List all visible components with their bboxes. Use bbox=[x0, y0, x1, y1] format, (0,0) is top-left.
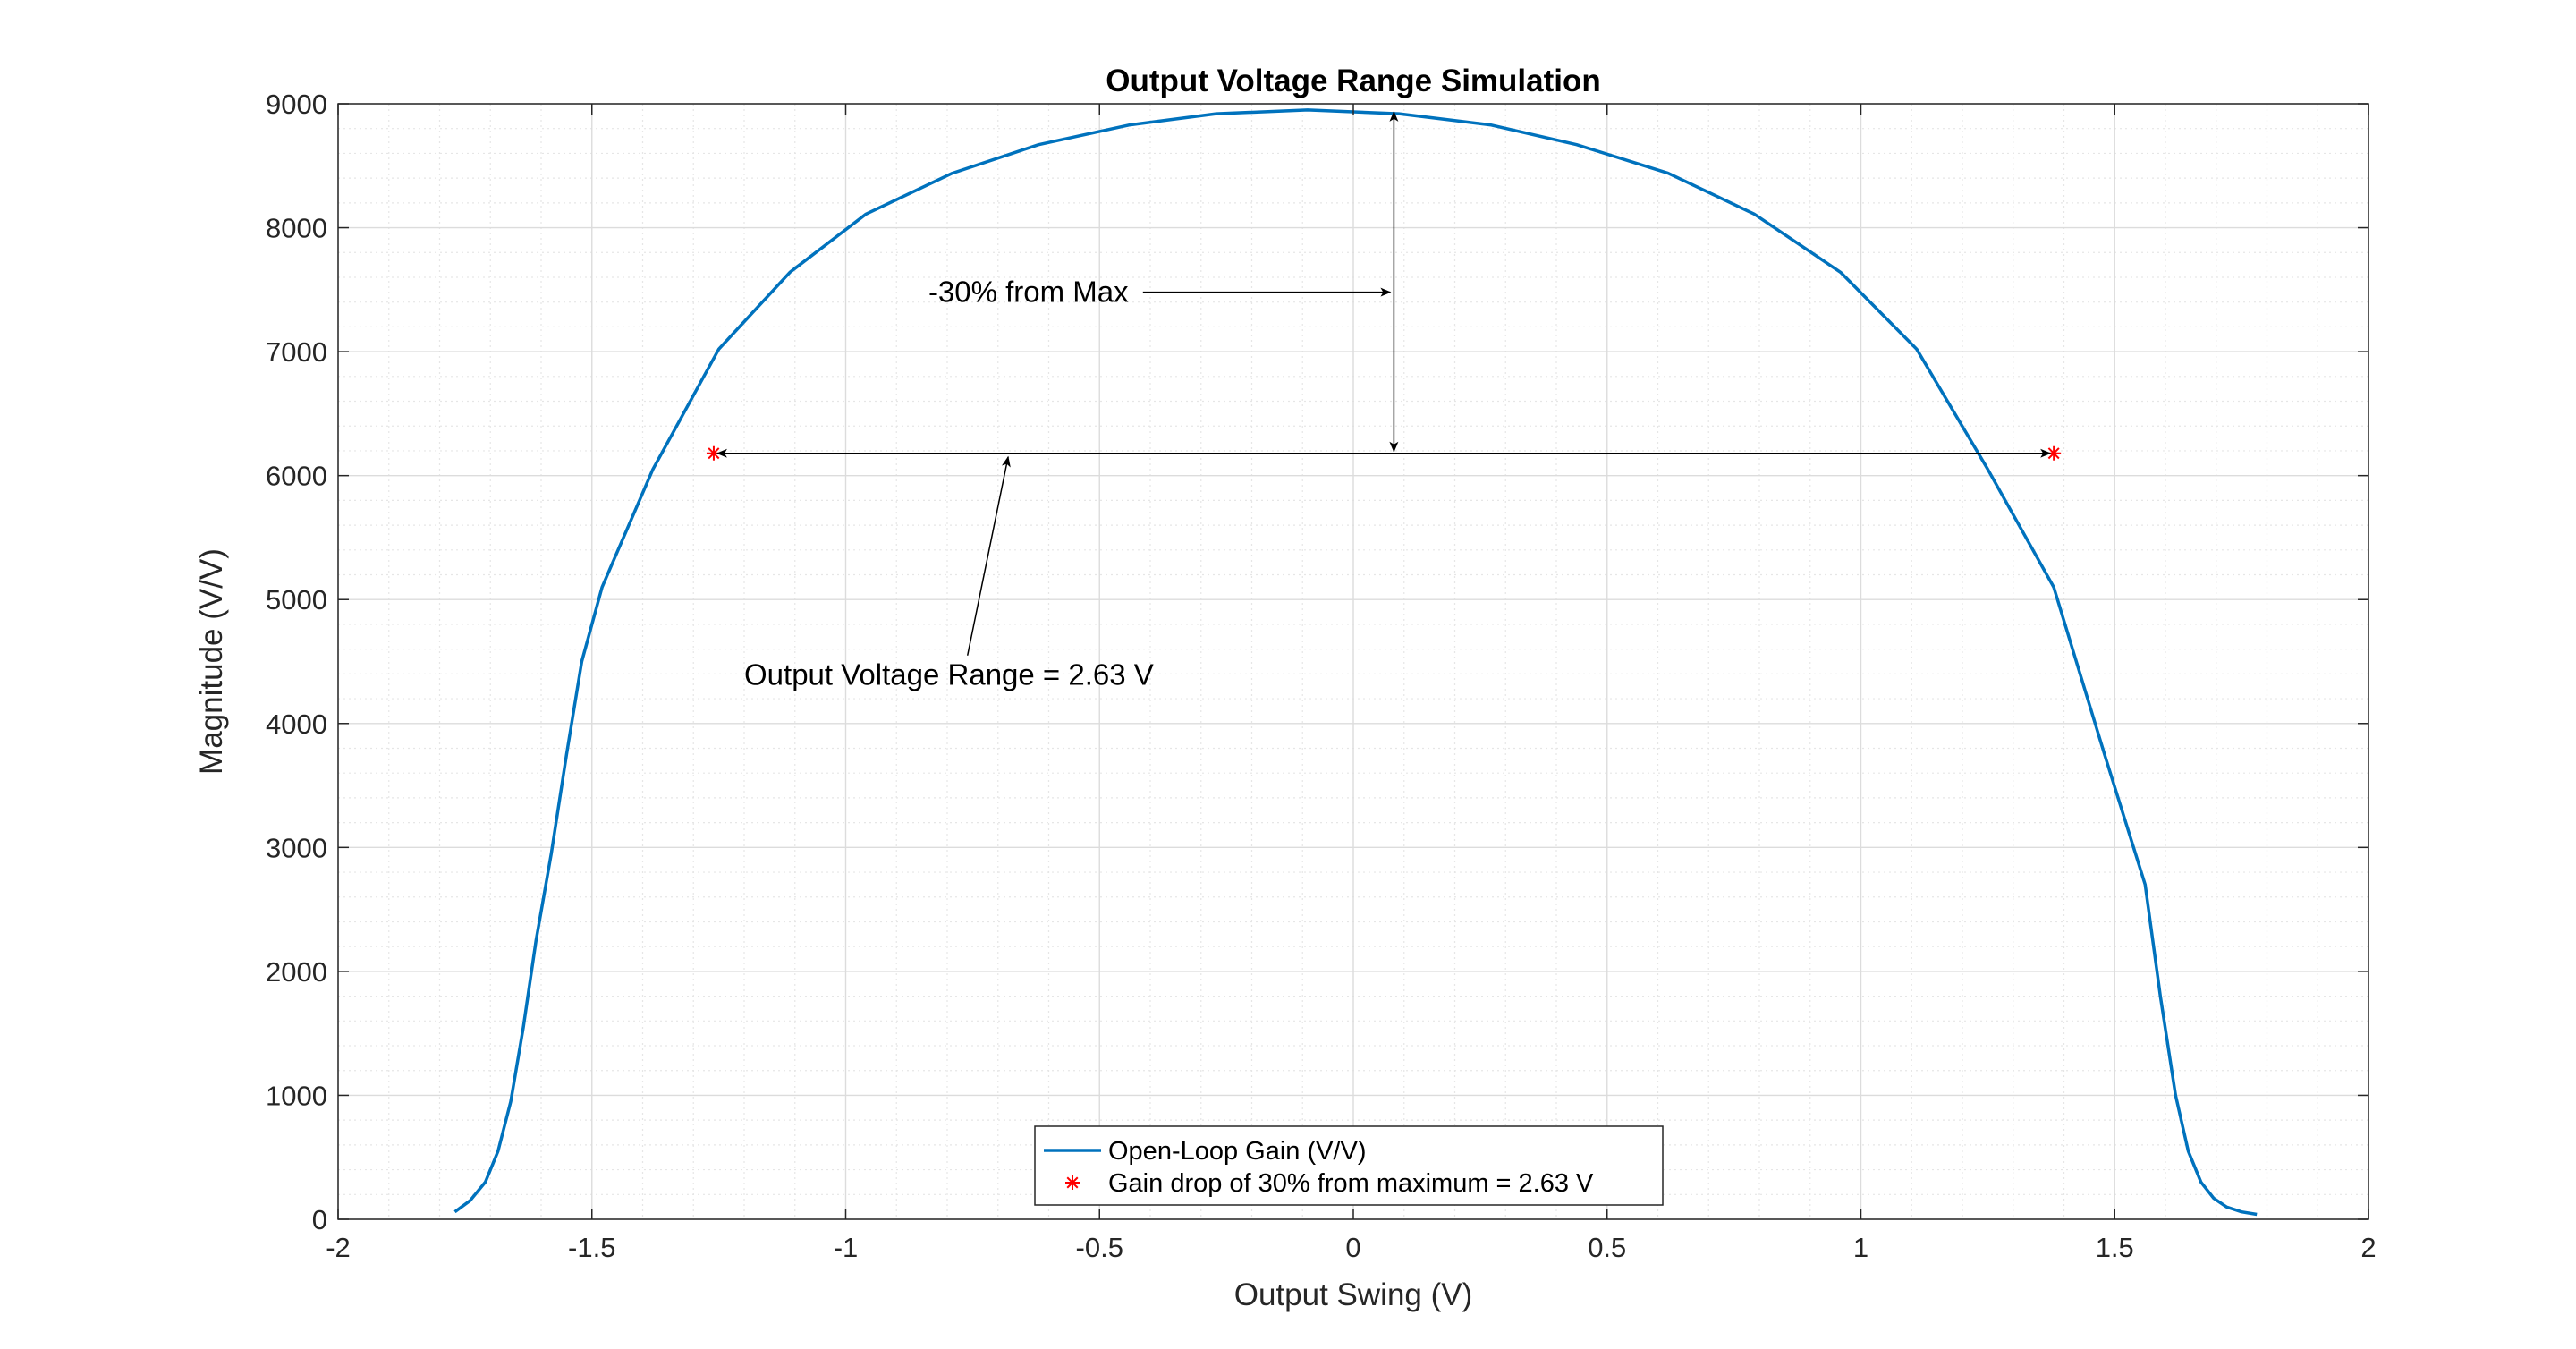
x-axis-label: Output Swing (V) bbox=[1234, 1277, 1473, 1312]
annotation-range-arrow bbox=[966, 455, 1011, 656]
y-axis-label: Magnitude (V/V) bbox=[194, 548, 229, 775]
x-tick-label: 2 bbox=[2360, 1232, 2376, 1263]
x-tick-label: 1.5 bbox=[2096, 1232, 2134, 1263]
legend-entry-label: Gain drop of 30% from maximum = 2.63 V bbox=[1108, 1169, 1594, 1198]
x-tick-label: -0.5 bbox=[1076, 1232, 1123, 1263]
y-tick-label: 7000 bbox=[266, 336, 327, 368]
y-tick-label: 2000 bbox=[266, 956, 327, 988]
y-tick-label: 9000 bbox=[266, 89, 327, 120]
y-tick-label: 4000 bbox=[266, 708, 327, 740]
y-tick-label: 0 bbox=[312, 1204, 327, 1235]
annotation-layer: -30% from Max Output Voltage Range = 2.63… bbox=[716, 110, 2052, 691]
y-tick-label: 6000 bbox=[266, 461, 327, 492]
y-tick-label: 1000 bbox=[266, 1080, 327, 1111]
y-tick-label: 5000 bbox=[266, 584, 327, 615]
x-tick-label: -1 bbox=[834, 1232, 859, 1263]
annotation-range-label: Output Voltage Range = 2.63 V bbox=[744, 658, 1154, 691]
x-tick-label: 0 bbox=[1345, 1232, 1360, 1263]
series-line-open-loop-gain bbox=[453, 108, 2258, 1217]
x-tick-label: 1 bbox=[1853, 1232, 1868, 1263]
minor-grid bbox=[338, 104, 2368, 1219]
legend: Open-Loop Gain (V/V) Gain drop of 30% fro… bbox=[1034, 1125, 1664, 1206]
data-point-marker bbox=[1065, 1175, 1080, 1190]
legend-box bbox=[1034, 1125, 1664, 1206]
annotation-drop-label: -30% from Max bbox=[928, 276, 1129, 309]
y-tick-label: 8000 bbox=[266, 213, 327, 244]
y-tick-label: 3000 bbox=[266, 832, 327, 863]
legend-entry-label: Open-Loop Gain (V/V) bbox=[1108, 1137, 1367, 1166]
chart-title: Output Voltage Range Simulation bbox=[1106, 64, 1601, 98]
marker-stroke bbox=[1066, 1176, 1079, 1189]
x-tick-label: -1.5 bbox=[568, 1232, 615, 1263]
x-tick-label: -2 bbox=[326, 1232, 351, 1263]
axis-ticks bbox=[337, 103, 2369, 1220]
axis-tick-labels: -2 -1.5 -1 -0.5 0 0.5 1 1.5 2 0 1000 2000 3000 4000 50… bbox=[266, 89, 2377, 1263]
x-tick-label: 0.5 bbox=[1588, 1232, 1626, 1263]
